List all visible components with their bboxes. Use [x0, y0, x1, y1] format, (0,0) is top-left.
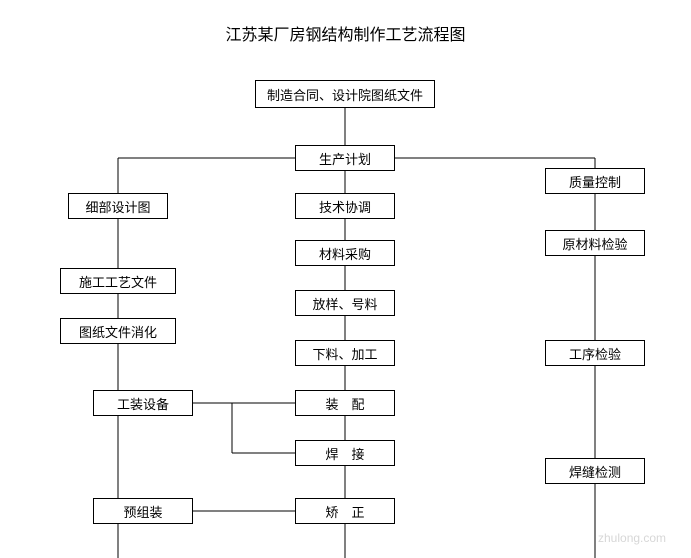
flow-node-n_asm: 装 配: [295, 390, 395, 416]
flow-node-n_digest: 图纸文件消化: [60, 318, 176, 344]
flow-node-n_raw: 原材料检验: [545, 230, 645, 256]
flow-node-n_correct: 矫 正: [295, 498, 395, 524]
flow-node-n_constr: 施工工艺文件: [60, 268, 176, 294]
flow-node-n_tech: 技术协调: [295, 193, 395, 219]
watermark: zhulong.com: [598, 531, 666, 545]
flow-node-n_qc: 质量控制: [545, 168, 645, 194]
flow-node-n_mat: 材料采购: [295, 240, 395, 266]
diagram-title: 江苏某厂房钢结构制作工艺流程图: [0, 21, 691, 45]
flow-node-n_cut: 下料、加工: [295, 340, 395, 366]
flow-node-n_weldchk: 焊缝检测: [545, 458, 645, 484]
flow-node-n_plan: 生产计划: [295, 145, 395, 171]
flow-node-n_tool: 工装设备: [93, 390, 193, 416]
flow-node-n_layout: 放样、号料: [295, 290, 395, 316]
flow-node-n_proc: 工序检验: [545, 340, 645, 366]
flow-node-n_preasm: 预组装: [93, 498, 193, 524]
flow-node-n_weld: 焊 接: [295, 440, 395, 466]
flow-node-n_detail: 细部设计图: [68, 193, 168, 219]
flow-node-n_top: 制造合同、设计院图纸文件: [255, 80, 435, 108]
